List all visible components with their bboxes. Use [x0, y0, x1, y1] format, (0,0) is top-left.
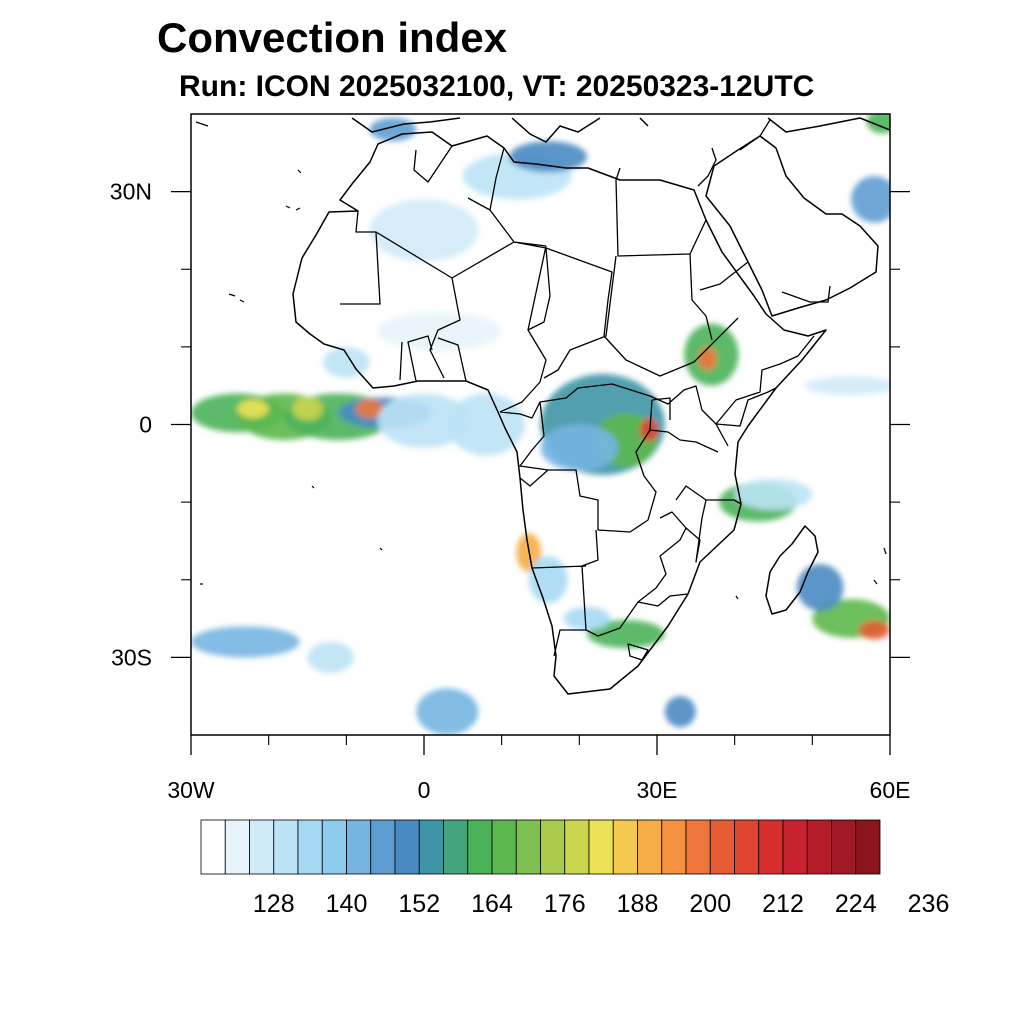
axis-ticks: 30W 0 30E 60E 30N 0 30S [110, 179, 911, 803]
colorbar-swatch-13 [515, 819, 541, 875]
lat-tick-label-1: 0 [139, 412, 152, 438]
convection-cell-23 [796, 564, 844, 611]
colorbar-swatch-22 [734, 819, 760, 875]
lon-tick-label-2: 30E [637, 777, 678, 803]
colorbar-swatch-18 [637, 819, 663, 875]
convection-cell-5 [291, 397, 324, 421]
lat-tick-label-2: 30S [111, 644, 152, 670]
colorbar-label-0: 128 [253, 890, 295, 918]
colorbar-label-9: 236 [908, 890, 950, 918]
colorbar-swatch-0 [200, 819, 226, 875]
colorbar-swatch-6 [346, 819, 372, 875]
colorbar-swatch-1 [224, 819, 250, 875]
colorbar-swatch-23 [758, 819, 784, 875]
convection-cell-4 [237, 399, 269, 419]
colorbar-swatch-20 [685, 819, 711, 875]
colorbar-swatch-24 [782, 819, 808, 875]
convection-cell-12 [540, 424, 619, 472]
colorbar-swatch-14 [540, 819, 566, 875]
colorbar-label-3: 164 [471, 890, 513, 918]
colorbar-swatch-4 [297, 819, 323, 875]
lon-tick-label-3: 60E [870, 777, 911, 803]
convection-cell-14 [698, 346, 717, 371]
convection-cell-18 [528, 556, 568, 604]
africa-coastline [292, 131, 827, 695]
arabia-coastline [705, 135, 879, 317]
chart-title: Convection index [157, 14, 508, 61]
colorbar-swatch-25 [806, 819, 832, 875]
islands [195, 121, 887, 600]
convection-cell-35 [804, 376, 890, 395]
colorbar-swatch-21 [709, 819, 735, 875]
colorbar-swatch-9 [418, 819, 444, 875]
colorbar-label-4: 176 [544, 890, 586, 918]
colorbar-swatch-17 [612, 819, 638, 875]
colorbar-label-1: 140 [326, 890, 368, 918]
colorbar-swatch-7 [370, 819, 396, 875]
convection-cell-26 [416, 688, 479, 735]
convection-cell-19 [587, 620, 665, 649]
lon-tick-label-0: 30W [167, 777, 215, 803]
convection-cell-7 [377, 393, 471, 448]
convection-cell-34 [377, 311, 502, 351]
colorbar-swatch-8 [394, 819, 420, 875]
colorbar-swatch-5 [321, 819, 347, 875]
colorbar: 128 140 152 164 176 188 200 212 224 236 [200, 819, 950, 918]
convection-cell-33 [866, 114, 890, 134]
europe-coastline [351, 117, 890, 143]
colorbar-label-8: 224 [835, 890, 877, 918]
convection-cell-27 [664, 696, 696, 728]
colorbar-swatch-12 [491, 819, 517, 875]
colorbar-swatch-27 [855, 819, 881, 875]
country-borders [195, 117, 890, 695]
convection-cell-30 [509, 141, 588, 173]
colorbar-label-7: 212 [762, 890, 804, 918]
convection-cell-22 [858, 620, 890, 640]
colorbar-swatch-26 [831, 819, 857, 875]
colorbar-swatch-10 [443, 819, 469, 875]
colorbar-label-2: 152 [398, 890, 440, 918]
convection-cell-16 [734, 478, 813, 510]
convection-cell-6 [355, 399, 384, 419]
convection-cell-20 [563, 606, 611, 631]
convection-field [191, 114, 890, 735]
convection-cell-32 [851, 176, 890, 223]
colorbar-label-6: 200 [689, 890, 731, 918]
convection-cell-28 [369, 199, 479, 262]
lon-tick-label-1: 0 [418, 777, 431, 803]
madagascar-coastline [765, 525, 819, 615]
colorbar-swatch-11 [467, 819, 493, 875]
convection-cell-25 [307, 641, 355, 673]
colorbar-swatch-3 [273, 819, 299, 875]
colorbar-swatch-16 [588, 819, 614, 875]
colorbar-label-5: 188 [617, 890, 659, 918]
colorbar-swatch-19 [661, 819, 687, 875]
colorbar-swatch-15 [564, 819, 590, 875]
convection-cell-24 [191, 626, 300, 658]
convection-cell-36 [323, 346, 370, 378]
colorbar-swatch-2 [249, 819, 275, 875]
chart-subtitle: Run: ICON 2025032100, VT: 20250323-12UTC [179, 70, 815, 103]
lat-tick-label-0: 30N [110, 179, 152, 205]
internal-borders [340, 119, 831, 661]
convection-cell-11 [639, 418, 659, 442]
